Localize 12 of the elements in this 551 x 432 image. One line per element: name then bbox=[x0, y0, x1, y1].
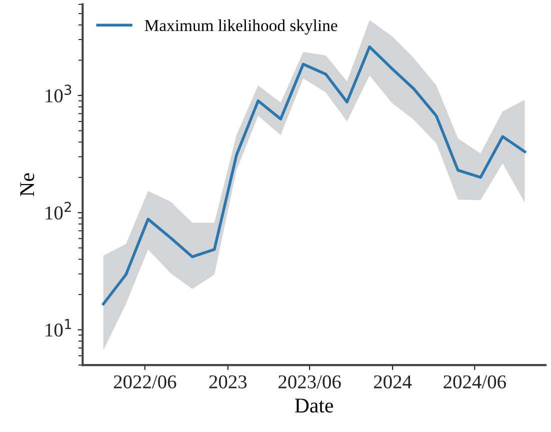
y-axis-title: Ne bbox=[20, 173, 34, 196]
x-tick-label: 2023 bbox=[209, 375, 247, 388]
x-tick-label: 2023/06 bbox=[278, 375, 341, 388]
line-series bbox=[102, 45, 526, 306]
x-tick-label: 2024/06 bbox=[444, 375, 506, 388]
y-tick-label: 10$^{2}$ bbox=[46, 202, 71, 220]
y-tick-label: 10$^{1}$ bbox=[46, 319, 71, 337]
x-tick-label: 2022/06 bbox=[114, 375, 176, 388]
x-tick-label: 2024 bbox=[374, 375, 412, 388]
y-tick-label: 10$^{3}$ bbox=[46, 84, 72, 102]
legend-label: Maximum likelihood skyline bbox=[144, 19, 338, 35]
x-axis-title: Date bbox=[295, 398, 334, 413]
